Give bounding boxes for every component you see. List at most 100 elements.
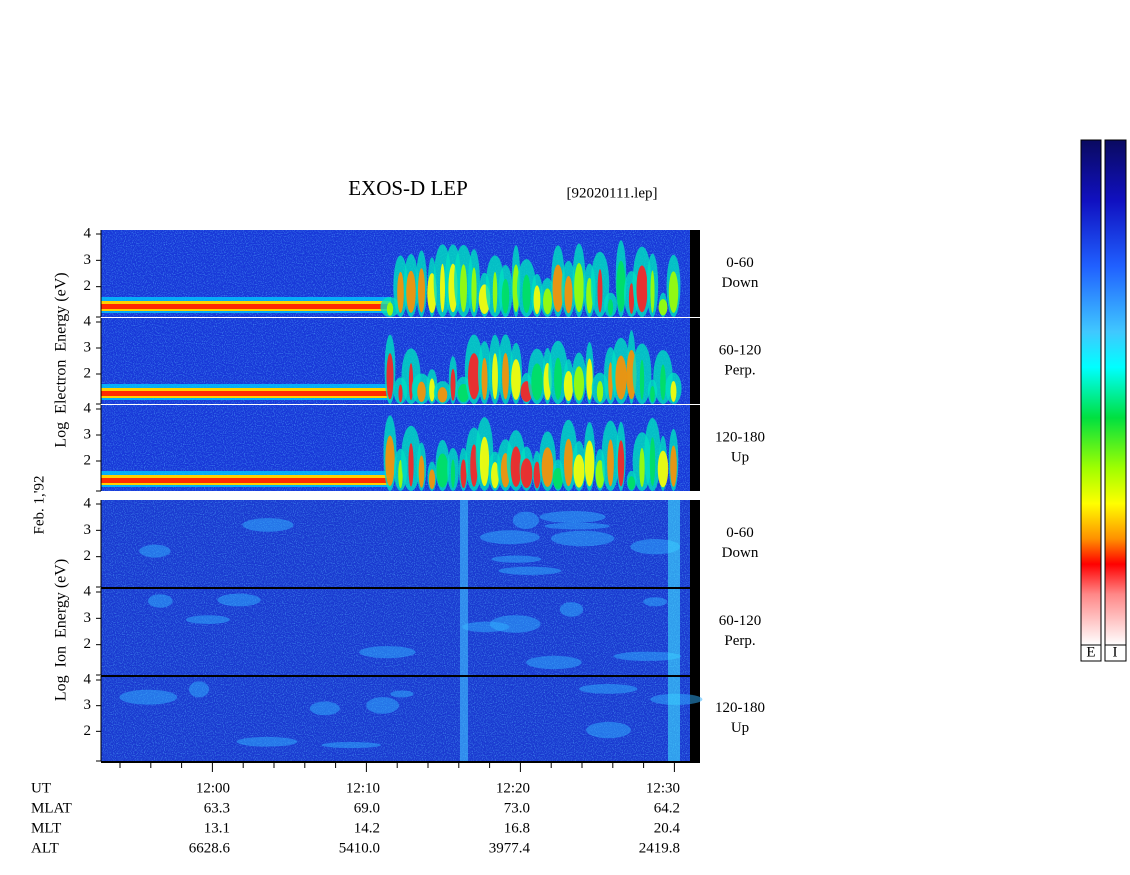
blob: [522, 274, 531, 314]
row-value: 14.2: [354, 820, 380, 836]
y-tick-label: 4: [84, 495, 92, 511]
blob: [450, 459, 456, 489]
blob: [217, 593, 261, 607]
row-value: 64.2: [654, 800, 680, 816]
blob: [147, 594, 173, 608]
y-tick-label: 3: [84, 522, 92, 538]
blob: [596, 381, 604, 402]
y-tick-label: 3: [84, 697, 92, 713]
panel-direction: Down: [722, 275, 759, 291]
blob: [563, 438, 574, 487]
row-value: 12:10: [346, 780, 380, 796]
blob: [630, 539, 680, 555]
blob: [492, 271, 498, 313]
blob: [468, 353, 480, 400]
row-value: 12:00: [196, 780, 230, 796]
streak: [460, 676, 468, 761]
panel-edge: [690, 318, 700, 404]
blob: [242, 518, 294, 532]
blob: [573, 454, 585, 488]
blob: [544, 522, 610, 530]
blob: [657, 450, 669, 488]
panel-direction: Perp.: [724, 633, 755, 649]
row-value: 3977.4: [489, 840, 531, 856]
streak: [668, 676, 680, 761]
blob: [615, 355, 627, 400]
blob: [390, 690, 414, 698]
blob: [511, 359, 521, 400]
panel-edge: [690, 230, 700, 317]
blob: [607, 439, 614, 487]
blob: [639, 447, 645, 488]
blob: [479, 436, 490, 487]
blob: [119, 689, 178, 705]
blob: [321, 741, 382, 749]
blob: [188, 681, 210, 698]
file-name: [92020111.lep]: [567, 185, 658, 201]
y-tick-label: 4: [84, 313, 92, 329]
blob: [649, 437, 656, 487]
blob: [533, 461, 541, 489]
blob: [650, 386, 655, 403]
row-value: 73.0: [504, 800, 530, 816]
panel-noise: [101, 588, 690, 675]
blob: [559, 602, 584, 617]
blob: [437, 387, 448, 403]
panel-range: 60-120: [719, 613, 762, 629]
row-label: ALT: [31, 840, 59, 856]
panel-range: 120-180: [715, 700, 765, 716]
y-tick-label: 2: [84, 452, 92, 468]
panel-direction: Up: [731, 720, 749, 736]
blob: [539, 511, 606, 524]
blob: [584, 440, 595, 487]
blob: [481, 357, 488, 400]
blob: [418, 268, 425, 313]
colorbar-e: [1080, 139, 1102, 646]
y-tick-label: 2: [84, 548, 92, 564]
colorbar-box: [1080, 644, 1102, 662]
row-value: 69.0: [354, 800, 380, 816]
y-tick-label: 3: [84, 610, 92, 626]
panel-direction: Up: [731, 449, 749, 465]
blob: [408, 363, 414, 401]
blob: [550, 530, 615, 547]
blob: [386, 302, 394, 316]
y-tick-label: 2: [84, 365, 92, 381]
date-label: Feb. 1,'92: [31, 476, 47, 535]
band-core: [101, 478, 391, 483]
blob: [554, 357, 562, 400]
blob: [670, 381, 677, 402]
spectrogram-panel: [101, 405, 700, 492]
blob: [397, 271, 404, 313]
y-tick-label: 2: [84, 278, 92, 294]
y-tick-label: 4: [84, 225, 92, 241]
blob: [520, 458, 533, 489]
blob: [491, 555, 542, 563]
blob: [639, 359, 645, 400]
blob: [643, 597, 668, 607]
blob: [574, 263, 584, 313]
blob: [512, 511, 539, 530]
title: EXOS-D LEP: [348, 176, 468, 200]
spectrogram-panel: [101, 318, 700, 405]
blob: [185, 615, 230, 625]
y-tick-label: 2: [84, 723, 92, 739]
blob: [617, 440, 625, 487]
blob: [491, 462, 499, 489]
blob: [526, 655, 582, 670]
panel-direction: Down: [722, 545, 759, 561]
blob: [512, 264, 520, 313]
blob: [658, 299, 668, 316]
panel-range: 120-180: [715, 429, 765, 445]
blob: [480, 530, 540, 545]
panel-edge: [690, 405, 700, 491]
row-value: 63.3: [204, 800, 230, 816]
row-label: MLAT: [31, 800, 72, 816]
row-value: 5410.0: [339, 840, 380, 856]
blob: [385, 435, 395, 486]
row-value: 2419.8: [639, 840, 680, 856]
blob: [440, 263, 445, 313]
blob: [429, 378, 435, 402]
blob: [607, 299, 614, 316]
blob: [616, 260, 626, 312]
